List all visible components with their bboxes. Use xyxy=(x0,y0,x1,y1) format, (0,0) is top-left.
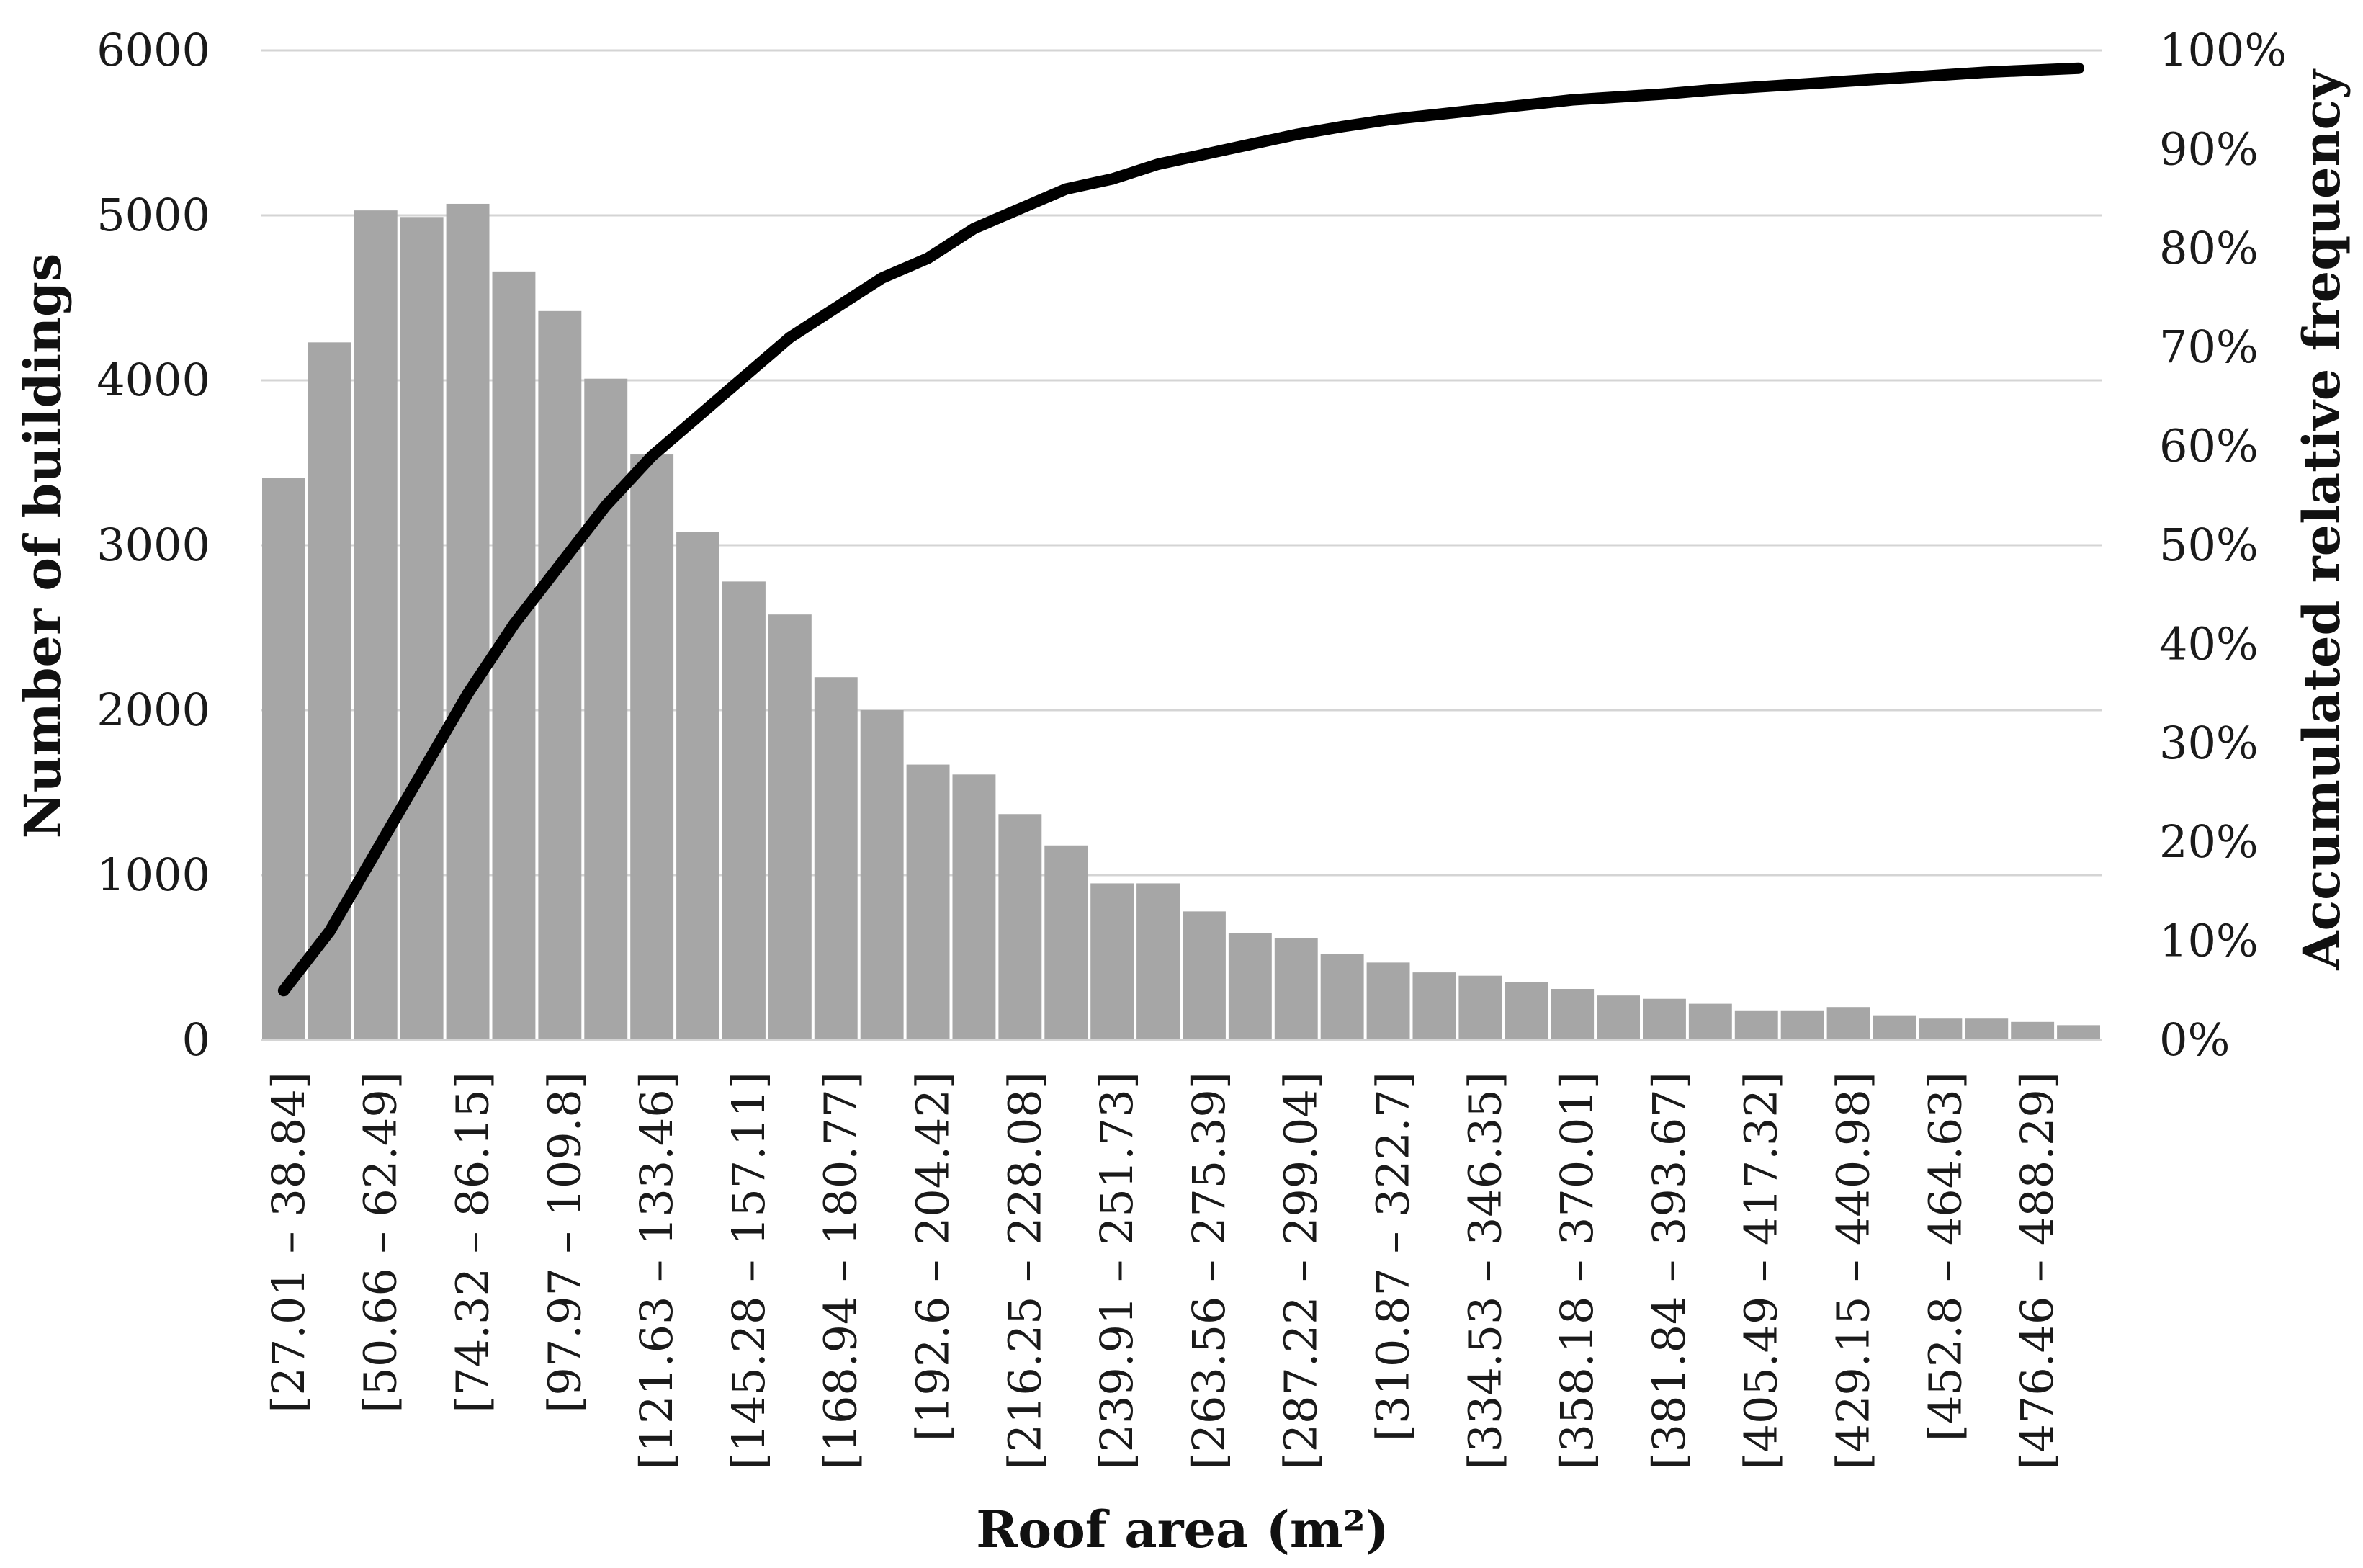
bar xyxy=(1826,1007,1870,1040)
y2-tick-label: 60% xyxy=(2159,420,2259,472)
x-axis-ticks: [27.01 – 38.84] [50.66 – 62.49] [74.32 – 8… xyxy=(262,1072,2063,1470)
bar xyxy=(2011,1021,2055,1040)
x-tick-label: [263.56 – 275.39] xyxy=(1183,1072,1235,1470)
y2-tick-label: 40% xyxy=(2159,617,2259,670)
bar xyxy=(1551,989,1595,1040)
bar xyxy=(630,454,674,1040)
bar xyxy=(1366,962,1410,1040)
y-tick-label: 3000 xyxy=(97,519,210,571)
y2-axis-title: Accumulated relative frequency xyxy=(2292,68,2351,971)
y2-tick-label: 70% xyxy=(2159,321,2259,373)
x-tick-label: [310.87 – 322.7] xyxy=(1367,1072,1420,1441)
x-tick-label: [239.91 – 251.73] xyxy=(1090,1072,1143,1470)
bar xyxy=(1873,1015,1916,1040)
bar xyxy=(906,764,950,1040)
bar xyxy=(2057,1025,2100,1040)
x-tick-label: [429.15 – 440.98] xyxy=(1827,1072,1880,1470)
bar xyxy=(1780,1010,1824,1040)
y2-tick-label: 20% xyxy=(2159,815,2259,868)
bar xyxy=(676,532,719,1040)
bar xyxy=(722,581,766,1040)
bar xyxy=(1505,982,1548,1040)
x-tick-label: [405.49 – 417.32] xyxy=(1735,1072,1788,1470)
y-tick-label: 5000 xyxy=(97,189,210,241)
x-axis-title: Roof area (m²) xyxy=(976,1500,1389,1559)
bar xyxy=(1597,995,1640,1040)
bar xyxy=(998,814,1042,1040)
y-axis-title: Number of buildings xyxy=(13,254,73,839)
x-tick-label: [50.66 – 62.49] xyxy=(354,1072,407,1413)
x-tick-label: [476.46 – 488.29] xyxy=(2011,1072,2063,1470)
x-tick-label: [334.53 – 346.35] xyxy=(1458,1072,1511,1470)
bar xyxy=(400,217,444,1040)
y-tick-label: 6000 xyxy=(97,24,210,76)
bar xyxy=(1044,845,1088,1040)
bar xyxy=(262,478,305,1040)
x-tick-label: [27.01 – 38.84] xyxy=(262,1072,315,1413)
y2-tick-label: 80% xyxy=(2159,222,2259,274)
cumulative-line-series xyxy=(277,62,2084,997)
y-tick-label: 0 xyxy=(182,1013,210,1066)
bar xyxy=(1274,938,1318,1040)
bar xyxy=(860,710,904,1040)
x-tick-label: [121.63 – 133.46] xyxy=(630,1072,683,1470)
x-tick-label: [287.22 – 299.04] xyxy=(1275,1072,1327,1470)
bar xyxy=(1734,1010,1778,1040)
y2-tick-label: 100% xyxy=(2159,24,2287,76)
bar xyxy=(1183,911,1226,1040)
bar xyxy=(1090,883,1134,1040)
x-tick-label: [74.32 – 86.15] xyxy=(447,1072,499,1413)
x-tick-label: [97.97 – 109.8] xyxy=(538,1072,591,1413)
bar xyxy=(584,378,628,1040)
x-tick-label: [452.8 – 464.63] xyxy=(1919,1072,1971,1441)
y-axis-right-ticks: 0% 10% 20% 30% 40% 50% 60% 70% 80% 90% 100% xyxy=(2159,24,2287,1066)
y2-tick-label: 10% xyxy=(2159,915,2259,967)
y2-tick-label: 30% xyxy=(2159,717,2259,769)
y-tick-label: 2000 xyxy=(97,684,210,736)
bar xyxy=(768,614,812,1040)
bar xyxy=(1412,972,1456,1040)
y2-tick-label: 50% xyxy=(2159,519,2259,571)
x-tick-label: [145.28 – 157.11] xyxy=(722,1072,775,1470)
y-tick-label: 1000 xyxy=(97,848,210,901)
cumulative-frequency-line xyxy=(277,62,2084,997)
x-tick-label: [358.18 – 370.01] xyxy=(1551,1072,1603,1470)
bar-series xyxy=(262,203,2100,1041)
gridlines xyxy=(261,49,2102,1041)
bar xyxy=(1919,1018,1963,1040)
bar xyxy=(446,203,490,1041)
bar xyxy=(1320,954,1364,1040)
bar xyxy=(1136,883,1180,1040)
bar xyxy=(952,774,996,1040)
y2-tick-label: 90% xyxy=(2159,122,2259,175)
bar xyxy=(1688,1003,1732,1040)
bar xyxy=(354,210,398,1040)
y-tick-label: 4000 xyxy=(97,354,210,406)
y-axis-left-ticks: 0 1000 2000 3000 4000 5000 6000 xyxy=(97,24,210,1066)
x-tick-label: [216.25 – 228.08] xyxy=(998,1072,1051,1470)
x-tick-label: [192.6 – 204.42] xyxy=(907,1072,959,1441)
bar xyxy=(538,310,582,1040)
x-tick-label: [381.84 – 393.67] xyxy=(1643,1072,1695,1470)
bar xyxy=(814,677,858,1040)
bar xyxy=(1965,1018,2009,1040)
bar xyxy=(1458,975,1502,1040)
y2-tick-label: 0% xyxy=(2159,1013,2230,1066)
x-tick-label: [168.94 – 180.77] xyxy=(815,1072,867,1470)
bar xyxy=(1643,998,1686,1040)
bar xyxy=(1228,933,1272,1040)
